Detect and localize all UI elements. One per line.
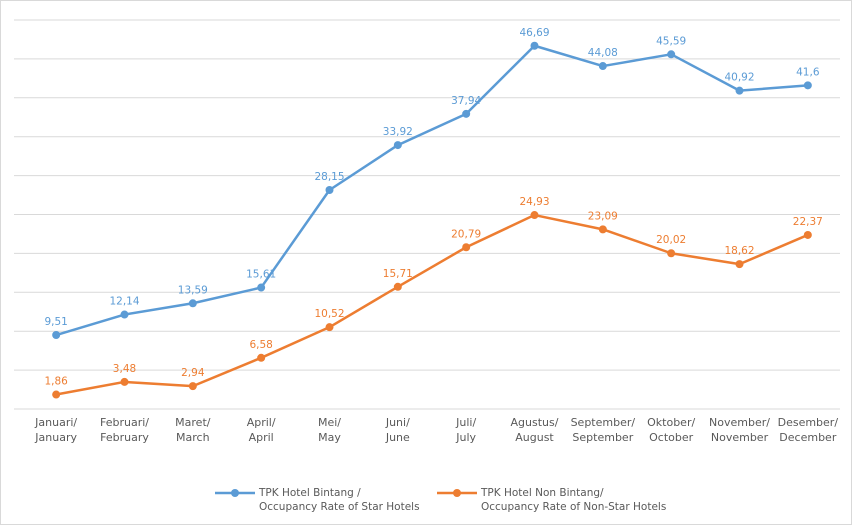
data-label: 20,79	[451, 228, 481, 240]
data-label: 20,02	[656, 234, 686, 246]
series-line	[55, 44, 808, 337]
data-point	[52, 331, 61, 340]
x-tick-label: Juni/ June	[385, 416, 410, 444]
data-label: 33,92	[383, 126, 413, 138]
data-label: 18,62	[724, 245, 754, 257]
data-label: 6,58	[249, 339, 272, 351]
legend-marker	[453, 489, 461, 497]
data-label: 24,93	[519, 196, 549, 208]
data-point	[257, 283, 266, 292]
data-point	[803, 230, 812, 239]
legend-marker	[231, 489, 239, 497]
data-point	[120, 377, 129, 386]
x-tick-label: Februari/ February	[100, 416, 149, 444]
series-line	[55, 213, 809, 396]
data-point	[598, 225, 607, 234]
data-point	[188, 299, 197, 308]
data-point	[393, 141, 402, 150]
data-label: 46,69	[519, 27, 549, 39]
data-point	[188, 382, 197, 391]
x-tick-label: Januari/ January	[35, 416, 78, 444]
legend-label: TPK Hotel Bintang / Occupancy Rate of St…	[259, 487, 420, 513]
data-label: 45,59	[656, 35, 686, 47]
x-tick-label: Maret/ March	[175, 416, 211, 444]
data-point	[120, 310, 129, 319]
data-label: 13,59	[178, 284, 208, 296]
data-label: 12,14	[109, 296, 139, 308]
x-tick-label: Mei/ May	[317, 416, 342, 444]
data-label: 28,15	[314, 171, 344, 183]
data-label: 3,48	[113, 363, 136, 375]
data-point	[52, 390, 61, 399]
data-point	[462, 243, 471, 252]
data-point	[530, 211, 539, 220]
data-point	[735, 86, 744, 95]
data-label: 15,61	[246, 269, 276, 281]
data-label: 10,52	[314, 308, 344, 320]
legend-label: TPK Hotel Non Bintang/ Occupancy Rate of…	[481, 487, 667, 513]
x-tick-label: September/ September	[570, 416, 636, 444]
x-tick-label: Agustus/ August	[510, 416, 559, 444]
x-tick-label: April/ April	[246, 416, 276, 444]
data-label: 9,51	[44, 316, 67, 328]
data-point	[462, 109, 471, 118]
x-tick-label: Desember/ December	[777, 416, 839, 444]
x-tick-label: November/ November	[709, 416, 770, 444]
data-label: 23,09	[588, 210, 618, 222]
data-point	[667, 50, 676, 59]
data-label: 44,08	[588, 47, 618, 59]
data-label: 2,94	[181, 367, 205, 379]
data-point	[257, 353, 266, 362]
data-point	[325, 185, 334, 194]
x-tick-label: Juli/ July	[456, 416, 477, 444]
x-tick-label: Oktober/ October	[647, 416, 696, 444]
data-point	[735, 260, 744, 269]
data-label: 41,6	[796, 66, 820, 78]
data-label: 22,37	[793, 216, 823, 228]
data-point	[667, 249, 676, 258]
data-label: 40,92	[724, 72, 754, 84]
data-label: 15,71	[383, 268, 413, 280]
data-point	[803, 81, 812, 90]
data-label: 37,94	[451, 95, 481, 107]
data-point	[325, 323, 334, 332]
data-point	[598, 62, 607, 71]
data-point	[393, 282, 402, 291]
data-point	[530, 41, 539, 50]
data-label: 1,86	[44, 376, 68, 388]
